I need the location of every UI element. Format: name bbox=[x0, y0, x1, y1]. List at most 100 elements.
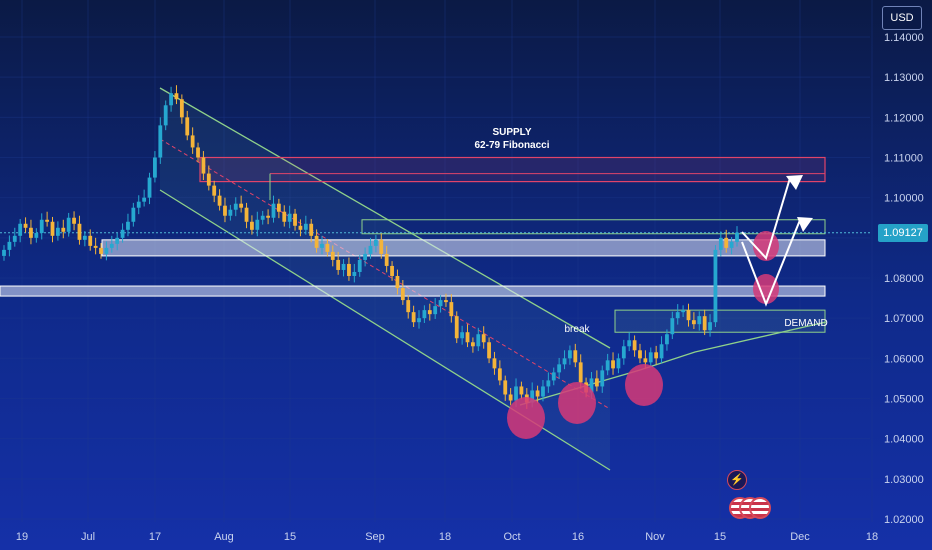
candle-body bbox=[341, 263, 346, 270]
candle-body bbox=[406, 300, 411, 313]
candle-body bbox=[460, 332, 465, 339]
projection-path-upper bbox=[741, 177, 791, 260]
candle-body bbox=[72, 217, 76, 224]
candle-body bbox=[422, 310, 427, 319]
candle-body bbox=[724, 237, 729, 248]
candle-body bbox=[158, 125, 163, 158]
candle-body bbox=[309, 223, 314, 236]
candle-body bbox=[691, 320, 696, 325]
projection-path-lower bbox=[741, 219, 801, 307]
time-tick-label: Nov bbox=[645, 531, 665, 543]
time-tick-label: 16 bbox=[572, 531, 584, 543]
price-tick-label: 1.05000 bbox=[884, 394, 924, 406]
candle-body bbox=[88, 235, 93, 246]
candle-body bbox=[438, 300, 443, 307]
candle-body bbox=[336, 259, 341, 270]
candle-body bbox=[142, 197, 147, 202]
candle-body bbox=[174, 93, 179, 100]
grid-lines bbox=[0, 0, 873, 522]
candle-body bbox=[665, 334, 669, 345]
us-flag-icon[interactable] bbox=[749, 497, 771, 519]
candle-body bbox=[471, 342, 475, 347]
candle-body bbox=[244, 207, 249, 222]
candle-body bbox=[109, 243, 114, 248]
candle-body bbox=[611, 360, 615, 369]
price-tick-label: 1.03000 bbox=[884, 474, 924, 486]
candle-body bbox=[411, 312, 416, 323]
currency-button[interactable]: USD bbox=[882, 6, 922, 30]
candle-body bbox=[368, 245, 373, 254]
candle-body bbox=[497, 368, 502, 381]
candle-body bbox=[508, 394, 513, 401]
candle-body bbox=[417, 318, 421, 323]
demand-label: DEMAND bbox=[784, 318, 827, 329]
candle-body bbox=[621, 346, 626, 359]
time-tick-label: 15 bbox=[714, 531, 726, 543]
candle-body bbox=[39, 219, 44, 234]
candle-body bbox=[61, 227, 66, 232]
price-tick-label: 1.04000 bbox=[884, 434, 924, 446]
candle-body bbox=[126, 221, 130, 230]
candle-body bbox=[325, 243, 330, 252]
candle-body bbox=[347, 263, 351, 276]
candle-body bbox=[287, 213, 292, 222]
candle-body bbox=[594, 378, 599, 387]
candle-body bbox=[546, 380, 551, 387]
candle-body bbox=[23, 223, 28, 228]
candle-body bbox=[320, 243, 324, 248]
candle-body bbox=[250, 221, 254, 230]
candle-body bbox=[627, 340, 632, 347]
candle-body bbox=[487, 342, 491, 359]
demand-zone bbox=[614, 309, 826, 333]
current-price-tag: 1.09127 bbox=[878, 224, 928, 242]
price-tick-label: 1.06000 bbox=[884, 353, 924, 365]
candle-body bbox=[648, 352, 653, 363]
candle-body bbox=[638, 350, 642, 359]
price-tick-label: 1.14000 bbox=[884, 32, 924, 44]
candle-body bbox=[147, 177, 152, 198]
candle-body bbox=[34, 233, 39, 238]
candle-body bbox=[670, 318, 675, 335]
candlestick-series bbox=[2, 85, 739, 409]
candle-body bbox=[93, 245, 98, 248]
price-tick-label: 1.10000 bbox=[884, 193, 924, 205]
candle-body bbox=[729, 241, 734, 248]
time-tick-label: Aug bbox=[214, 531, 234, 543]
time-axis: 19 Jul 17 Aug 15 Sep 18 Oct 16 Nov 15 Dec 18 bbox=[16, 531, 878, 543]
candle-body bbox=[266, 215, 270, 218]
price-tick-label: 1.02000 bbox=[884, 514, 924, 526]
candle-body bbox=[77, 223, 82, 240]
candle-body bbox=[228, 209, 233, 216]
time-tick-label: 15 bbox=[284, 531, 296, 543]
candle-body bbox=[190, 135, 195, 148]
candle-body bbox=[153, 157, 157, 178]
candle-body bbox=[55, 227, 60, 236]
fib-retrace-box bbox=[361, 219, 826, 235]
candle-body bbox=[120, 229, 125, 238]
candle-body bbox=[718, 237, 723, 250]
candle-body bbox=[12, 235, 17, 242]
candle-body bbox=[444, 300, 448, 303]
highlight-circle bbox=[558, 382, 596, 424]
lightning-icon[interactable]: ⚡ bbox=[727, 470, 747, 490]
candle-body bbox=[384, 253, 389, 266]
time-tick-label: Dec bbox=[790, 531, 810, 543]
time-tick-label: 17 bbox=[149, 531, 161, 543]
candle-body bbox=[293, 213, 297, 226]
candle-body bbox=[115, 237, 120, 244]
candle-body bbox=[201, 157, 206, 174]
candle-body bbox=[233, 203, 238, 210]
price-tick-label: 1.11000 bbox=[884, 153, 923, 165]
candle-body bbox=[136, 201, 141, 208]
candle-body bbox=[357, 259, 362, 272]
price-zones bbox=[0, 156, 870, 333]
supply-zone bbox=[199, 156, 826, 183]
candle-body bbox=[697, 316, 702, 325]
candle-body bbox=[632, 340, 637, 351]
candle-body bbox=[557, 364, 562, 373]
channel-midline bbox=[159, 138, 611, 410]
candle-body bbox=[2, 249, 6, 256]
candle-body bbox=[163, 105, 168, 126]
candle-body bbox=[82, 235, 87, 240]
